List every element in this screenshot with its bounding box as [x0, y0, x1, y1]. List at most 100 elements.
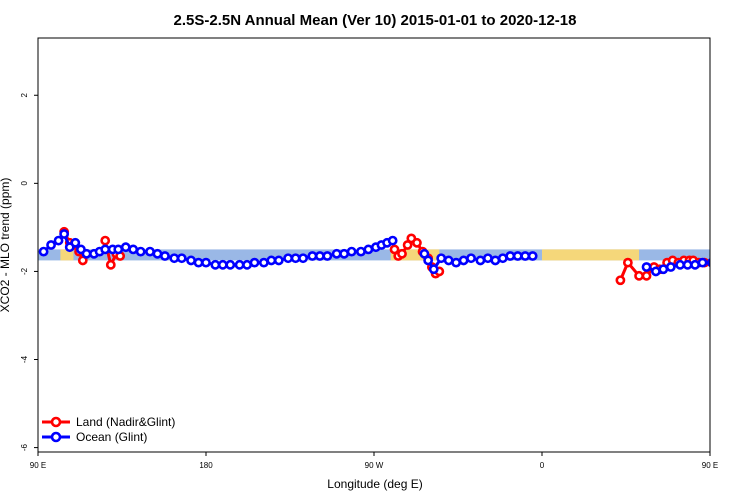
ocean-data-point: [527, 251, 538, 261]
ocean-data-point: [451, 257, 462, 268]
ocean-data-point: [258, 257, 269, 268]
ocean-data-point: [217, 259, 228, 270]
ocean-data-point: [650, 266, 661, 277]
ocean-data-point: [356, 246, 366, 257]
ocean-data-point: [716, 257, 723, 264]
ocean-data-point: [266, 255, 277, 266]
land-data-point: [734, 244, 741, 251]
ocean-data-point: [176, 253, 187, 264]
ocean-data-point: [273, 255, 284, 266]
ocean-data-point: [100, 244, 111, 255]
ocean-data-point: [59, 229, 70, 239]
ocean-data-point: [363, 244, 374, 255]
y-tick-label: 2: [20, 92, 29, 97]
ocean-data-point: [290, 253, 301, 264]
y-tick-label: 0: [20, 181, 29, 186]
ocean-data-point: [225, 259, 236, 270]
y-tick-label: -6: [20, 443, 29, 451]
ocean-data-point: [458, 255, 469, 266]
ocean-data-point: [160, 251, 170, 261]
uncertainty-band: [390, 249, 440, 261]
y-tick-label: -2: [20, 267, 29, 275]
uncertainty-band: [60, 249, 74, 261]
ocean-data-point: [682, 259, 693, 270]
land-data-point: [622, 257, 633, 268]
ocean-legend-label: Ocean (Glint): [76, 430, 147, 444]
ocean-data-point: [307, 251, 318, 261]
ocean-data-point: [706, 258, 710, 268]
land-data-point: [412, 237, 422, 248]
uncertainty-band: [542, 249, 640, 261]
ocean-data-point: [169, 253, 180, 264]
ocean-data-point: [512, 251, 523, 261]
ocean-data-point: [135, 246, 146, 257]
ocean-data-point: [70, 237, 81, 248]
ocean-data-point: [731, 250, 738, 257]
land-series-line: [729, 232, 750, 265]
ocean-data-point: [201, 257, 211, 268]
ocean-data-point: [53, 235, 64, 246]
ocean-data-point: [423, 255, 434, 266]
ocean-data-point: [242, 259, 252, 270]
chart-title: 2.5S-2.5N Annual Mean (Ver 10) 2015-01-0…: [174, 12, 577, 29]
ocean-data-point: [249, 257, 260, 268]
x-tick-label: 90 E: [702, 461, 718, 470]
ocean-data-point: [113, 244, 124, 255]
x-axis-label: Longitude (deg E): [327, 477, 422, 491]
ocean-data-point: [665, 262, 676, 272]
ocean-data-point: [490, 255, 501, 266]
uncertainty-band: [725, 249, 746, 260]
ocean-data-point: [658, 264, 669, 275]
ocean-data-point: [482, 253, 493, 264]
ocean-data-point: [436, 253, 447, 264]
ocean-data-point: [331, 248, 342, 259]
ocean-data-point: [38, 246, 49, 257]
ocean-data-point: [339, 248, 350, 259]
ocean-data-point: [497, 253, 508, 264]
uncertainty-band: [38, 249, 710, 261]
ocean-data-point: [466, 253, 476, 264]
x-tick-label: 0: [540, 461, 545, 470]
land-data-point: [634, 270, 644, 281]
ocean-data-point: [152, 248, 163, 259]
ocean-data-point: [186, 255, 196, 266]
ocean-data-point: [520, 251, 531, 261]
land-data-point: [397, 248, 407, 259]
ocean-legend-marker: [50, 431, 62, 443]
ocean-data-point: [690, 259, 700, 270]
x-tick-label: 90 E: [30, 461, 46, 470]
ocean-data-point: [81, 248, 92, 259]
ocean-data-point: [697, 257, 708, 268]
land-data-point: [740, 250, 747, 257]
x-tick-label: 180: [199, 461, 213, 470]
ocean-data-point: [346, 246, 357, 257]
ocean-data-point: [387, 235, 398, 246]
ocean-data-point: [120, 242, 131, 253]
ocean-data-point: [322, 251, 333, 261]
ocean-data-point: [641, 262, 652, 272]
ocean-data-point: [234, 259, 245, 270]
y-tick-label: -4: [20, 355, 29, 363]
ocean-data-point: [46, 240, 56, 250]
land-legend-label: Land (Nadir&Glint): [76, 415, 175, 429]
ocean-data-point: [675, 259, 686, 270]
ocean-data-point: [298, 253, 308, 264]
ocean-data-point: [145, 246, 155, 257]
ocean-data-point: [443, 255, 454, 266]
ocean-data-point: [475, 255, 486, 266]
land-data-point: [105, 259, 116, 270]
y-axis-label: XCO2 - MLO trend (ppm): [0, 178, 12, 313]
land-data-point: [744, 257, 750, 264]
land-data-point: [100, 235, 111, 246]
ocean-data-point: [210, 259, 221, 270]
legend: Land (Nadir&Glint)Ocean (Glint): [42, 415, 175, 444]
x-tick-label: 90 W: [365, 461, 384, 470]
ocean-data-point: [314, 251, 325, 261]
land-data-point: [725, 228, 732, 235]
ocean-data-point: [505, 251, 516, 261]
land-data-point: [615, 275, 626, 286]
ocean-data-point: [128, 244, 139, 255]
ocean-data-point: [283, 253, 294, 264]
land-data-point: [729, 233, 736, 240]
ocean-data-point: [740, 248, 747, 255]
